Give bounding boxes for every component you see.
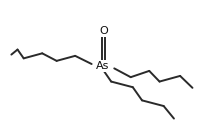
Text: As: As: [96, 61, 110, 71]
Text: O: O: [99, 26, 108, 36]
